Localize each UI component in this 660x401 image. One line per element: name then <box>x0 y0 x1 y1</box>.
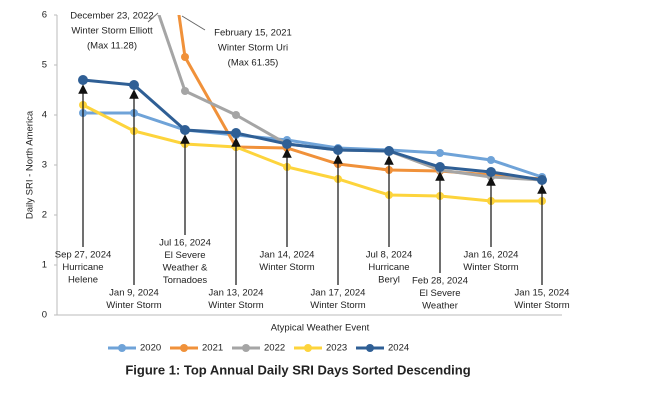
event-label: Jan 16, 2024 <box>464 250 519 261</box>
y-axis-title: Daily SRI - North America <box>25 110 36 219</box>
event-label: Winter Storm <box>106 300 162 311</box>
point <box>487 156 495 164</box>
point <box>231 128 241 138</box>
event-label: Winter Storm <box>310 300 366 311</box>
x-axis-title: Atypical Weather Event <box>271 323 370 334</box>
event-label: Hurricane <box>62 262 103 273</box>
caption: Figure 1: Top Annual Daily SRI Days Sort… <box>125 362 470 377</box>
point <box>129 80 139 90</box>
point <box>537 175 547 185</box>
y-tick-label: 2 <box>42 210 47 221</box>
y-tick-label: 1 <box>42 260 47 271</box>
event-label: Weather & <box>163 263 208 274</box>
series-line <box>82 78 543 182</box>
legend-label: 2021 <box>202 343 223 354</box>
legend-marker <box>180 344 188 352</box>
legend-label: 2024 <box>388 343 409 354</box>
callout-text: December 23, 2022 <box>70 11 153 22</box>
event-label: Hurricane <box>368 262 409 273</box>
y-tick-label: 0 <box>42 310 47 321</box>
event-label: El Severe <box>164 250 205 261</box>
legend-marker <box>366 344 374 352</box>
event-label: Jan 17, 2024 <box>311 288 366 299</box>
legend-label: 2020 <box>140 343 161 354</box>
event-label: Jan 13, 2024 <box>209 288 264 299</box>
callout-text: Winter Storm Uri <box>218 43 288 54</box>
event-label: Jan 14, 2024 <box>260 250 315 261</box>
y-tick-label: 3 <box>42 160 47 171</box>
series-line <box>83 111 543 179</box>
y-tick-label: 4 <box>42 110 47 121</box>
legend-label: 2023 <box>326 343 347 354</box>
series-line <box>82 103 542 203</box>
event-label: Weather <box>422 301 458 312</box>
point <box>282 139 292 149</box>
callout-text: (Max 61.35) <box>228 58 279 69</box>
callout-text: (Max 11.28) <box>87 41 137 52</box>
point <box>384 146 394 156</box>
point <box>436 149 444 157</box>
event-label: Winter Storm <box>259 262 315 273</box>
point <box>435 162 445 172</box>
point <box>181 53 189 61</box>
event-label: El Severe <box>419 288 460 299</box>
event-label: Jan 9, 2024 <box>109 288 159 299</box>
event-label: Jan 15, 2024 <box>515 288 570 299</box>
callout-leader <box>181 15 206 31</box>
event-label: Tornadoes <box>163 275 208 286</box>
legend-marker <box>242 344 250 352</box>
event-label: Feb 28, 2024 <box>412 276 468 287</box>
legend-label: 2022 <box>264 343 285 354</box>
callout-text: Winter Storm Elliott <box>71 26 153 37</box>
event-label: Sep 27, 2024 <box>55 250 112 261</box>
point <box>232 111 240 119</box>
event-label: Winter Storm <box>208 300 264 311</box>
legend-marker <box>118 344 126 352</box>
event-label: Beryl <box>378 275 400 286</box>
event-label: Winter Storm <box>463 262 519 273</box>
event-label: Jul 16, 2024 <box>159 238 211 249</box>
event-label: Helene <box>68 275 98 286</box>
y-tick-label: 6 <box>42 10 47 21</box>
y-tick-label: 5 <box>42 60 47 71</box>
event-label: Jul 8, 2024 <box>366 250 412 261</box>
callout-leader <box>147 12 159 23</box>
callout-text: February 15, 2021 <box>214 28 292 39</box>
point <box>181 87 189 95</box>
point <box>180 125 190 135</box>
event-label: Winter Storm <box>514 300 570 311</box>
point <box>333 145 343 155</box>
point <box>78 75 88 85</box>
legend-marker <box>304 344 312 352</box>
point <box>486 167 496 177</box>
